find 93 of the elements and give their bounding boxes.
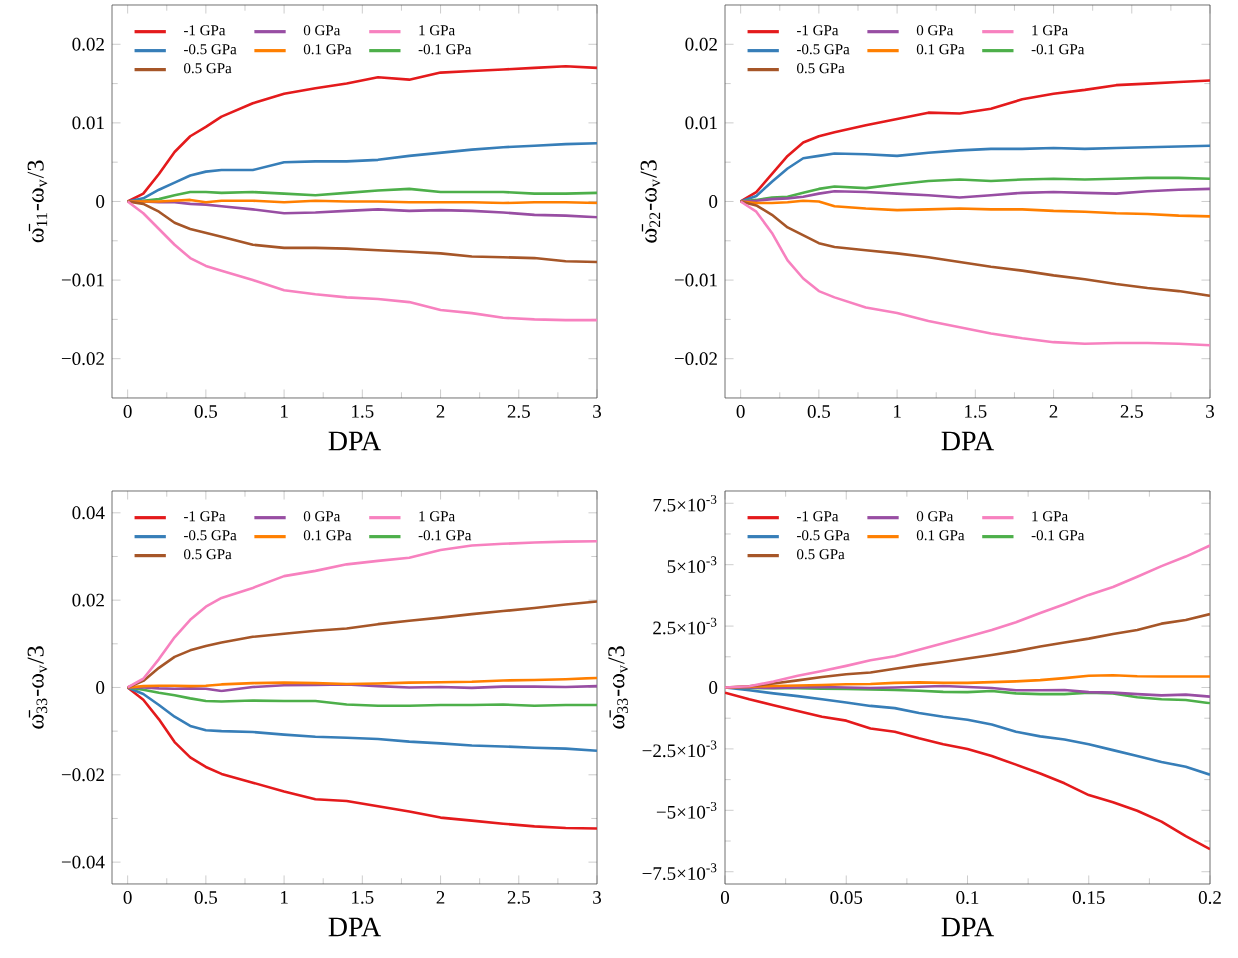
line-series xyxy=(126,539,597,689)
legend-label: 0 GPa xyxy=(916,511,954,522)
x-tick-label: 1 xyxy=(281,891,288,904)
legend-label: -1 GPa xyxy=(184,511,226,522)
legend-label: 1 GPa xyxy=(1032,511,1068,522)
y-tick-label: −0.02 xyxy=(674,352,717,366)
x-tick-label: 0.5 xyxy=(194,405,217,418)
x-tick-label: 0.05 xyxy=(830,891,863,904)
y-tick-label: 0.04 xyxy=(72,506,105,520)
line-series xyxy=(126,686,597,753)
x-axis-title: DPA xyxy=(328,431,382,451)
x-tick-label: 0.5 xyxy=(807,405,830,418)
legend-label: -1 GPa xyxy=(797,25,839,36)
y-tick-label: 5×10$^{-3}$ xyxy=(667,556,717,573)
x-tick-label: 0 xyxy=(720,891,730,904)
y-tick-label: 0 xyxy=(96,195,105,208)
legend-label: 0 GPa xyxy=(303,25,341,36)
x-tick-label: 3 xyxy=(593,405,602,418)
x-axis-title: DPA xyxy=(941,431,995,451)
y-tick-label: −0.02 xyxy=(61,352,104,366)
x-tick-label: 2 xyxy=(1049,405,1058,418)
legend-label: 0.1 GPa xyxy=(303,530,352,541)
legend-label: 0.5 GPa xyxy=(184,63,232,74)
x-tick-label: 3 xyxy=(593,891,602,904)
y-tick-label: −2.5×10$^{-3}$ xyxy=(642,740,717,758)
x-tick-label: 0.15 xyxy=(1072,891,1105,904)
legend-label: -0.1 GPa xyxy=(418,530,472,541)
line-series xyxy=(126,64,597,203)
x-tick-label: 1 xyxy=(281,405,288,418)
legend-label: 0.5 GPa xyxy=(797,63,845,74)
legend-label: 0.1 GPa xyxy=(303,44,352,55)
y-tick-label: −0.01 xyxy=(674,273,717,287)
line-series xyxy=(126,686,597,830)
legend-label: -0.5 GPa xyxy=(184,530,237,541)
legend-label: -1 GPa xyxy=(797,511,839,522)
x-axis-title: DPA xyxy=(941,917,995,937)
x-tick-label: 0.2 xyxy=(1198,891,1221,904)
y-tick-label: 7.5×10$^{-3}$ xyxy=(653,494,717,512)
x-axis-title: DPA xyxy=(328,917,382,937)
y-tick-label: 0 xyxy=(709,681,718,694)
y-tick-label: 0.02 xyxy=(685,37,717,51)
x-tick-label: 1.5 xyxy=(352,405,374,418)
y-tick-label: 0 xyxy=(709,195,718,208)
y-tick-label: −7.5×10$^{-3}$ xyxy=(642,863,717,881)
y-tick-label: −0.01 xyxy=(61,273,104,287)
x-tick-label: 1 xyxy=(894,405,901,418)
x-tick-label: 0.5 xyxy=(194,891,217,904)
x-tick-label: 1.5 xyxy=(965,405,987,418)
line-series xyxy=(739,199,1210,218)
x-tick-label: 0 xyxy=(123,405,132,418)
legend-label: -0.5 GPa xyxy=(797,530,850,541)
legend-label: -0.1 GPa xyxy=(1031,530,1085,541)
x-tick-label: 3 xyxy=(1206,405,1214,418)
legend-label: 1 GPa xyxy=(419,511,455,522)
y-axis-title: ω̄$_{33}$-ω$_{v}$/3 xyxy=(27,646,48,729)
y-axis-title: ω̄$_{22}$-ω$_{v}$/3 xyxy=(640,160,661,243)
y-tick-label: 0 xyxy=(96,681,105,694)
y-tick-label: 2.5×10$^{-3}$ xyxy=(653,617,717,635)
legend-label: 0 GPa xyxy=(916,25,954,36)
line-series xyxy=(126,676,597,689)
legend-label: -0.1 GPa xyxy=(1031,44,1085,55)
legend-label: 1 GPa xyxy=(419,25,455,36)
y-axis-title: ω̄$_{33}$-ω$_{v}$/3 xyxy=(608,646,628,729)
x-tick-label: 0.1 xyxy=(956,891,979,904)
y-tick-label: 0.02 xyxy=(72,593,104,607)
legend-label: -0.1 GPa xyxy=(418,44,472,55)
line-series xyxy=(725,544,1210,689)
legend-label: 0.1 GPa xyxy=(916,530,965,541)
y-tick-label: −0.02 xyxy=(61,768,104,782)
y-tick-label: −5×10$^{-3}$ xyxy=(656,801,717,819)
legend-label: 0.5 GPa xyxy=(797,549,845,560)
legend-label: 0.5 GPa xyxy=(184,549,232,560)
x-tick-label: 2.5 xyxy=(507,405,530,418)
x-tick-label: 2 xyxy=(436,405,445,418)
legend-label: 0.1 GPa xyxy=(916,44,965,55)
x-tick-label: 2 xyxy=(436,891,445,904)
x-tick-label: 2.5 xyxy=(507,891,530,904)
line-series xyxy=(126,600,597,689)
y-tick-label: −0.04 xyxy=(61,855,105,869)
y-tick-label: 0.02 xyxy=(72,37,104,51)
x-tick-label: 2.5 xyxy=(1120,405,1143,418)
line-series xyxy=(725,691,1210,851)
y-tick-label: 0.01 xyxy=(72,116,104,130)
x-tick-label: 0 xyxy=(736,405,745,418)
legend-label: -0.5 GPa xyxy=(797,44,850,55)
x-tick-label: 0 xyxy=(123,891,132,904)
legend-label: 1 GPa xyxy=(1032,25,1068,36)
legend-label: 0 GPa xyxy=(303,511,341,522)
y-tick-label: 0.01 xyxy=(685,116,717,130)
legend-label: -1 GPa xyxy=(184,25,226,36)
x-tick-label: 1.5 xyxy=(352,891,374,904)
legend-label: -0.5 GPa xyxy=(184,44,237,55)
y-axis-title: ω̄$_{11}$-ω$_{v}$/3 xyxy=(27,160,48,243)
